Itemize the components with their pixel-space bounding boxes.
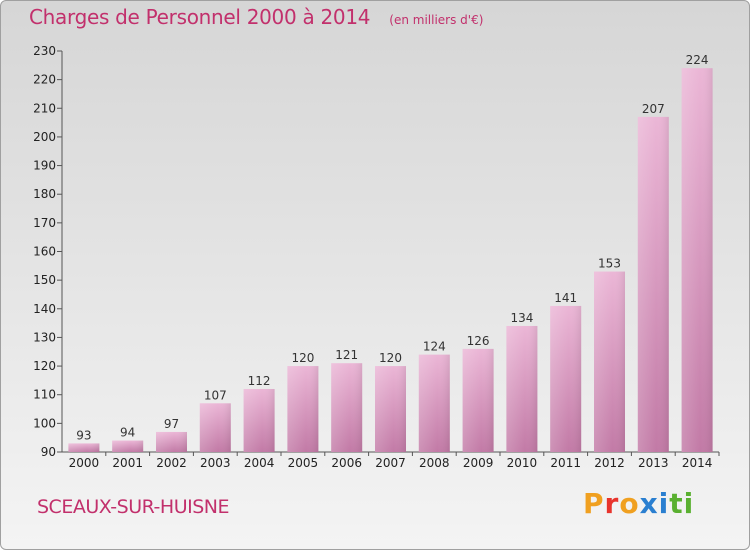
title-row: Charges de Personnel 2000 à 2014 (en mil… bbox=[29, 5, 483, 29]
y-tick-label: 190 bbox=[33, 159, 56, 173]
brand-letter: i bbox=[683, 487, 695, 520]
brand-letter: t bbox=[669, 487, 684, 520]
x-tick-label: 2003 bbox=[200, 456, 231, 470]
bar-shade bbox=[375, 366, 406, 452]
chart-title: Charges de Personnel 2000 à 2014 bbox=[29, 5, 371, 29]
data-label: 94 bbox=[120, 426, 135, 440]
chart-unit: (en milliers d'€) bbox=[389, 13, 484, 27]
brand-letter: P bbox=[583, 487, 605, 520]
y-tick-label: 110 bbox=[33, 388, 56, 402]
data-label: 207 bbox=[642, 102, 665, 116]
x-tick-label: 2014 bbox=[682, 456, 713, 470]
x-tick-label: 2013 bbox=[638, 456, 669, 470]
x-tick-label: 2000 bbox=[69, 456, 100, 470]
y-tick-label: 90 bbox=[41, 445, 56, 459]
data-label: 107 bbox=[204, 388, 227, 402]
x-tick-label: 2008 bbox=[419, 456, 450, 470]
bar-shade bbox=[112, 440, 144, 452]
x-tick-label: 2012 bbox=[594, 456, 625, 470]
data-label: 126 bbox=[467, 334, 490, 348]
x-tick-label: 2004 bbox=[244, 456, 275, 470]
x-tick-label: 2009 bbox=[463, 456, 494, 470]
data-label: 93 bbox=[76, 428, 91, 442]
brand-letter: r bbox=[604, 487, 620, 520]
brand-letter: x bbox=[639, 487, 659, 520]
chart-axes: 90 100 110 120 130 140 150 160 170 180 190 200 210 22… bbox=[33, 44, 720, 459]
y-tick-label: 150 bbox=[33, 273, 56, 287]
data-label: 153 bbox=[598, 257, 621, 271]
x-tick-label: 2005 bbox=[288, 456, 319, 470]
y-tick-label: 180 bbox=[33, 187, 56, 201]
y-tick-label: 230 bbox=[33, 44, 56, 58]
data-label: 120 bbox=[291, 351, 314, 365]
y-tick-label: 160 bbox=[33, 245, 56, 259]
brand-logo: Proxiti bbox=[583, 487, 694, 520]
x-tick-label: 2006 bbox=[331, 456, 362, 470]
bar-shade bbox=[243, 388, 275, 452]
brand-letter: i bbox=[658, 487, 670, 520]
y-tick-label: 210 bbox=[33, 101, 56, 115]
data-label: 120 bbox=[379, 351, 402, 365]
chart-labels: 2000 93 2001 94 2002 97 2003 107 2004 112 2005 120 2… bbox=[69, 53, 713, 470]
x-tick-label: 2007 bbox=[375, 456, 406, 470]
y-tick-label: 220 bbox=[33, 73, 56, 87]
bar-shade bbox=[637, 116, 669, 452]
data-label: 134 bbox=[510, 311, 533, 325]
bar-shade bbox=[418, 354, 450, 452]
data-label: 112 bbox=[248, 374, 271, 388]
y-tick-label: 100 bbox=[33, 416, 56, 430]
x-tick-label: 2010 bbox=[507, 456, 538, 470]
data-label: 141 bbox=[554, 291, 577, 305]
bar-shade bbox=[331, 363, 363, 452]
y-tick-label: 140 bbox=[33, 302, 56, 316]
data-label: 124 bbox=[423, 340, 446, 354]
data-label: 224 bbox=[686, 53, 709, 67]
brand-letter: o bbox=[619, 487, 640, 520]
y-tick-label: 120 bbox=[33, 359, 56, 373]
bar-shade bbox=[462, 348, 494, 452]
bar-shade bbox=[594, 271, 625, 452]
bar-shade bbox=[199, 403, 231, 452]
x-tick-label: 2001 bbox=[112, 456, 143, 470]
bar-shade bbox=[287, 366, 319, 452]
bar-shade bbox=[681, 68, 713, 452]
x-tick-label: 2011 bbox=[550, 456, 581, 470]
y-tick-label: 170 bbox=[33, 216, 56, 230]
x-tick-label: 2002 bbox=[156, 456, 187, 470]
commune-name: SCEAUX-SUR-HUISNE bbox=[37, 496, 230, 518]
bar-shade bbox=[550, 305, 582, 452]
bar-shade bbox=[156, 431, 187, 452]
data-label: 97 bbox=[164, 417, 179, 431]
bar-shade bbox=[68, 443, 100, 452]
y-tick-label: 200 bbox=[33, 130, 56, 144]
y-tick-label: 130 bbox=[33, 330, 56, 344]
chart-bars bbox=[68, 68, 713, 452]
data-label: 121 bbox=[335, 348, 358, 362]
bar-shade bbox=[506, 325, 538, 452]
